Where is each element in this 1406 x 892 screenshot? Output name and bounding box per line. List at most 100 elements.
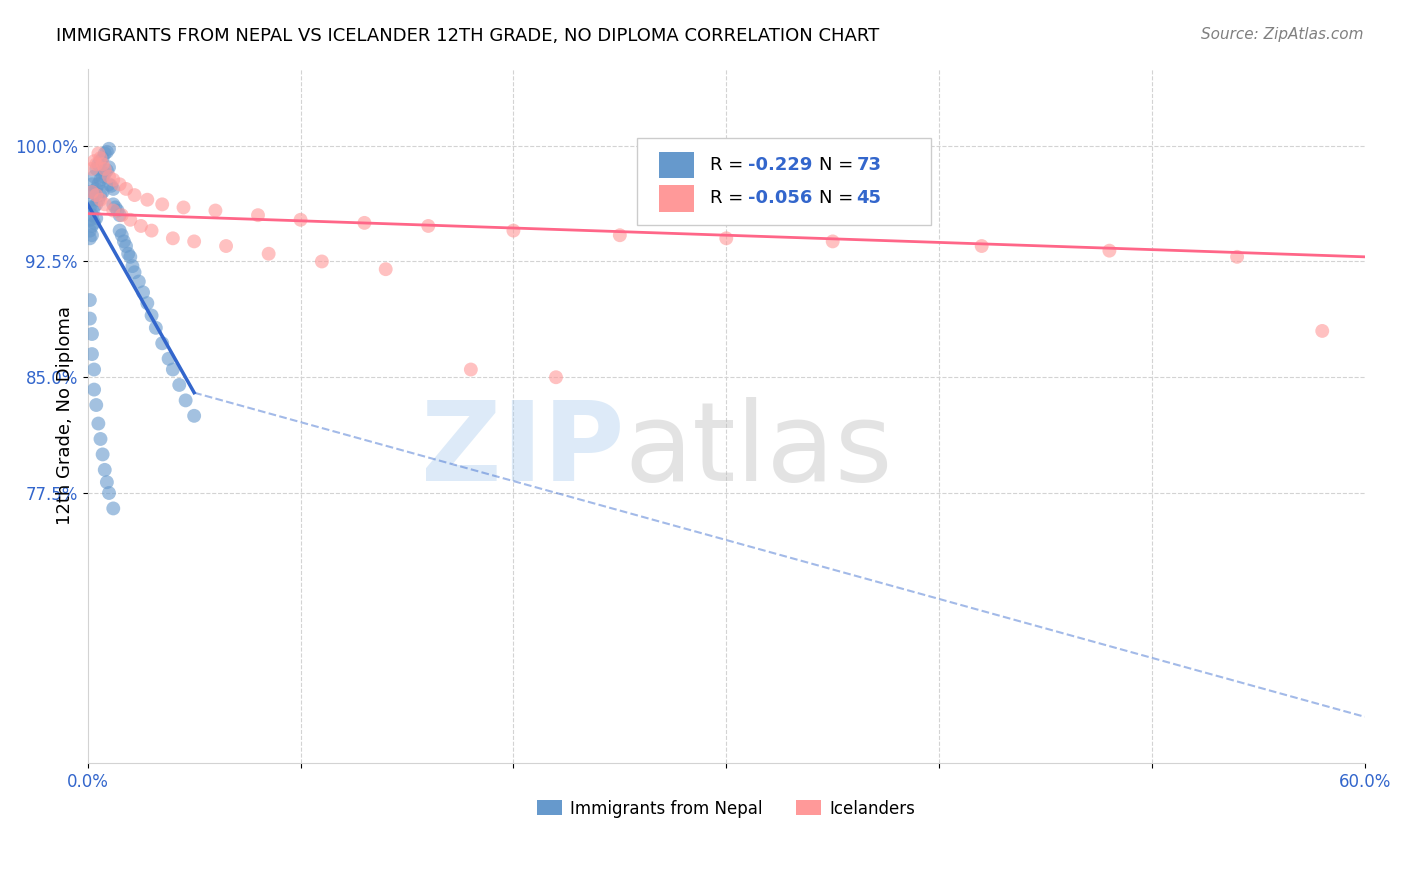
Point (311, 254, 333, 268)
Point (1310, 324, 1333, 338)
Point (94, 146, 117, 161)
Point (94, 161, 117, 176)
Point (1226, 250, 1249, 264)
Point (246, 208, 269, 222)
Point (89, 172, 111, 186)
Point (80, 193, 103, 207)
Point (167, 378, 190, 392)
Text: 73: 73 (856, 156, 882, 174)
Text: -0.056: -0.056 (748, 189, 813, 208)
Point (215, 239, 238, 253)
Point (129, 219, 152, 233)
Point (111, 208, 134, 222)
Point (108, 178, 131, 192)
Point (141, 224, 163, 238)
Bar (658, 186, 695, 211)
Point (80, 326, 103, 341)
Point (87, 146, 110, 161)
Point (150, 197, 173, 211)
Point (136, 296, 159, 310)
Point (970, 239, 993, 253)
Text: ZIP: ZIP (420, 397, 624, 504)
Point (132, 285, 155, 300)
Point (91, 157, 114, 171)
Point (84, 182, 107, 196)
Point (374, 262, 396, 277)
Text: Source: ZipAtlas.com: Source: ZipAtlas.com (1201, 27, 1364, 42)
Point (98, 161, 121, 175)
Point (80, 347, 103, 361)
Point (290, 212, 312, 227)
Point (98, 486, 121, 500)
Point (716, 231, 738, 245)
Point (84, 398, 107, 412)
Point (157, 351, 180, 366)
Point (94, 197, 117, 211)
Point (80, 219, 103, 233)
Point (91, 169, 114, 184)
Point (145, 321, 167, 335)
Point (150, 336, 173, 351)
Bar (658, 152, 695, 178)
Point (84, 188, 107, 202)
Point (94, 166, 117, 180)
Point (83, 216, 105, 230)
Point (87, 193, 110, 207)
Point (98, 169, 121, 184)
Point (111, 228, 134, 243)
Point (96, 475, 118, 490)
Point (204, 203, 226, 218)
Point (80, 185, 103, 199)
Point (112, 235, 135, 249)
Point (83, 154, 105, 169)
Point (103, 501, 125, 516)
Point (80, 161, 103, 176)
Point (120, 212, 142, 227)
Point (502, 224, 524, 238)
Point (79, 185, 101, 199)
Text: R =: R = (710, 156, 748, 174)
Point (84, 161, 107, 176)
Point (124, 265, 146, 279)
Text: N =: N = (820, 156, 859, 174)
Point (103, 172, 125, 186)
Point (353, 216, 375, 230)
Point (103, 182, 125, 196)
Point (89, 154, 111, 169)
Point (79, 231, 101, 245)
Text: R =: R = (710, 189, 748, 208)
Point (94, 463, 117, 477)
Point (136, 193, 159, 207)
Point (609, 228, 631, 243)
Point (79, 212, 101, 227)
Point (80, 208, 103, 222)
Point (162, 231, 184, 245)
Point (89, 432, 111, 446)
Point (79, 293, 101, 307)
Legend: Immigrants from Nepal, Icelanders: Immigrants from Nepal, Icelanders (530, 793, 922, 824)
Point (174, 393, 197, 408)
Point (96, 145, 118, 159)
Point (83, 169, 105, 184)
Point (87, 157, 110, 171)
Point (120, 250, 142, 264)
Point (83, 383, 105, 397)
Y-axis label: 12th Grade, No Diploma: 12th Grade, No Diploma (56, 306, 75, 525)
Point (80, 178, 103, 192)
Point (84, 197, 107, 211)
Text: N =: N = (820, 189, 859, 208)
Point (121, 259, 143, 273)
Point (173, 201, 195, 215)
Point (183, 235, 205, 249)
Point (107, 203, 129, 218)
Point (1098, 244, 1121, 258)
Point (98, 142, 121, 156)
Point (124, 188, 146, 202)
Point (89, 188, 111, 202)
Point (87, 417, 110, 431)
Point (104, 201, 127, 215)
Point (83, 362, 105, 376)
Point (103, 203, 125, 218)
Text: IMMIGRANTS FROM NEPAL VS ICELANDER 12TH GRADE, NO DIPLOMA CORRELATION CHART: IMMIGRANTS FROM NEPAL VS ICELANDER 12TH … (56, 27, 880, 45)
Text: 45: 45 (856, 189, 882, 208)
